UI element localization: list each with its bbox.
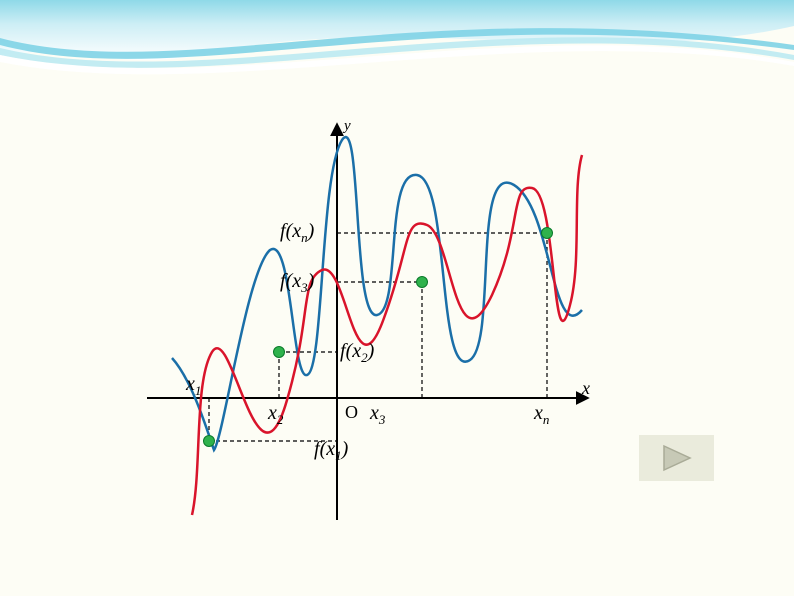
fx3-label: f(x3) [280, 270, 314, 296]
x-axis-label: x [582, 378, 590, 399]
x1-label: x1 [186, 373, 201, 399]
fx2-label: f(x2) [340, 340, 374, 366]
origin-label: O [345, 402, 358, 423]
slide-banner [0, 0, 794, 100]
red-curve [192, 155, 582, 515]
slide: { "banner": { "gradient_stops": ["#7fd3e… [0, 0, 794, 596]
fxn-label: f(xn) [280, 220, 314, 246]
function-chart: x y O x1 x2 x3 xn f(xn) f(x3) f(x2) f(x1… [152, 120, 592, 530]
fx1-label: f(x1) [314, 438, 348, 464]
x3-label: x3 [370, 402, 385, 428]
y-axis-label: y [344, 118, 351, 135]
play-button[interactable] [639, 435, 714, 481]
play-icon [660, 443, 694, 473]
x2-label: x2 [268, 402, 283, 428]
xn-label: xn [534, 402, 549, 428]
